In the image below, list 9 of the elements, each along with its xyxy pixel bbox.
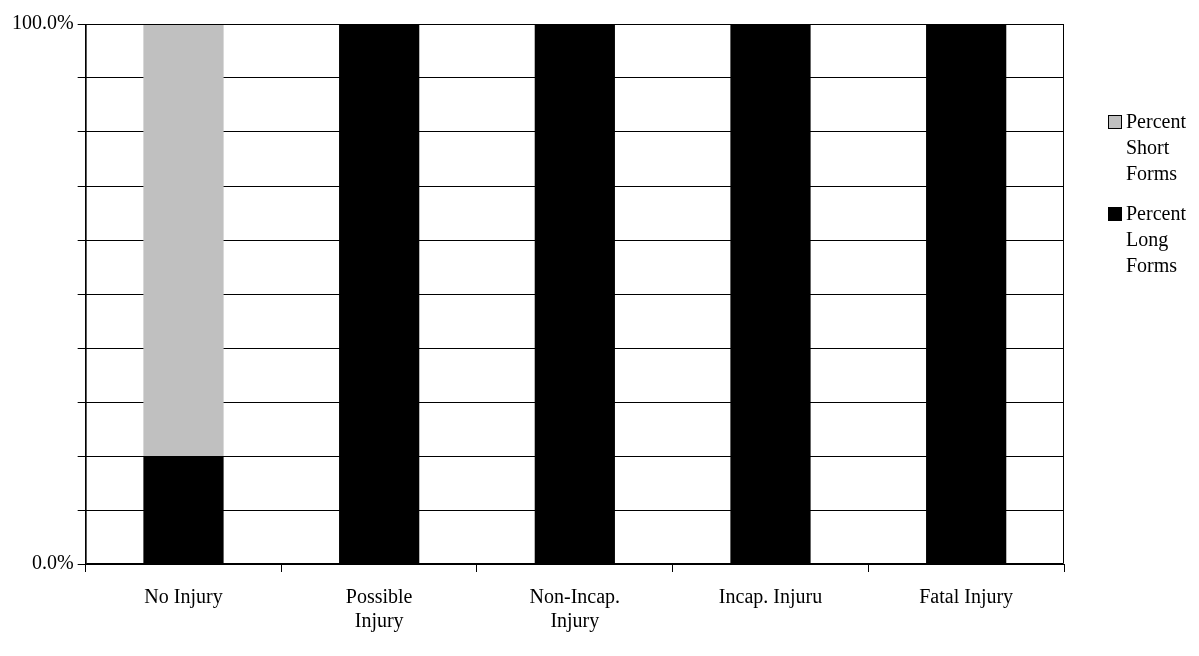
x-tick-label: Fatal Injury bbox=[919, 585, 1014, 609]
x-tick-label: Non-Incap. Injury bbox=[529, 585, 621, 633]
legend-label: Percent Short Forms bbox=[1126, 109, 1187, 186]
y-tick-label: 0.0% bbox=[31, 551, 74, 574]
y-tick-label: 100.0% bbox=[11, 11, 74, 34]
x-tick-label: No Injury bbox=[144, 585, 223, 609]
x-tick-label: Incap. Injuru bbox=[718, 585, 823, 609]
legend-label: Percent Long Forms bbox=[1126, 201, 1187, 278]
x-tick-label: Possible Injury bbox=[345, 585, 413, 633]
